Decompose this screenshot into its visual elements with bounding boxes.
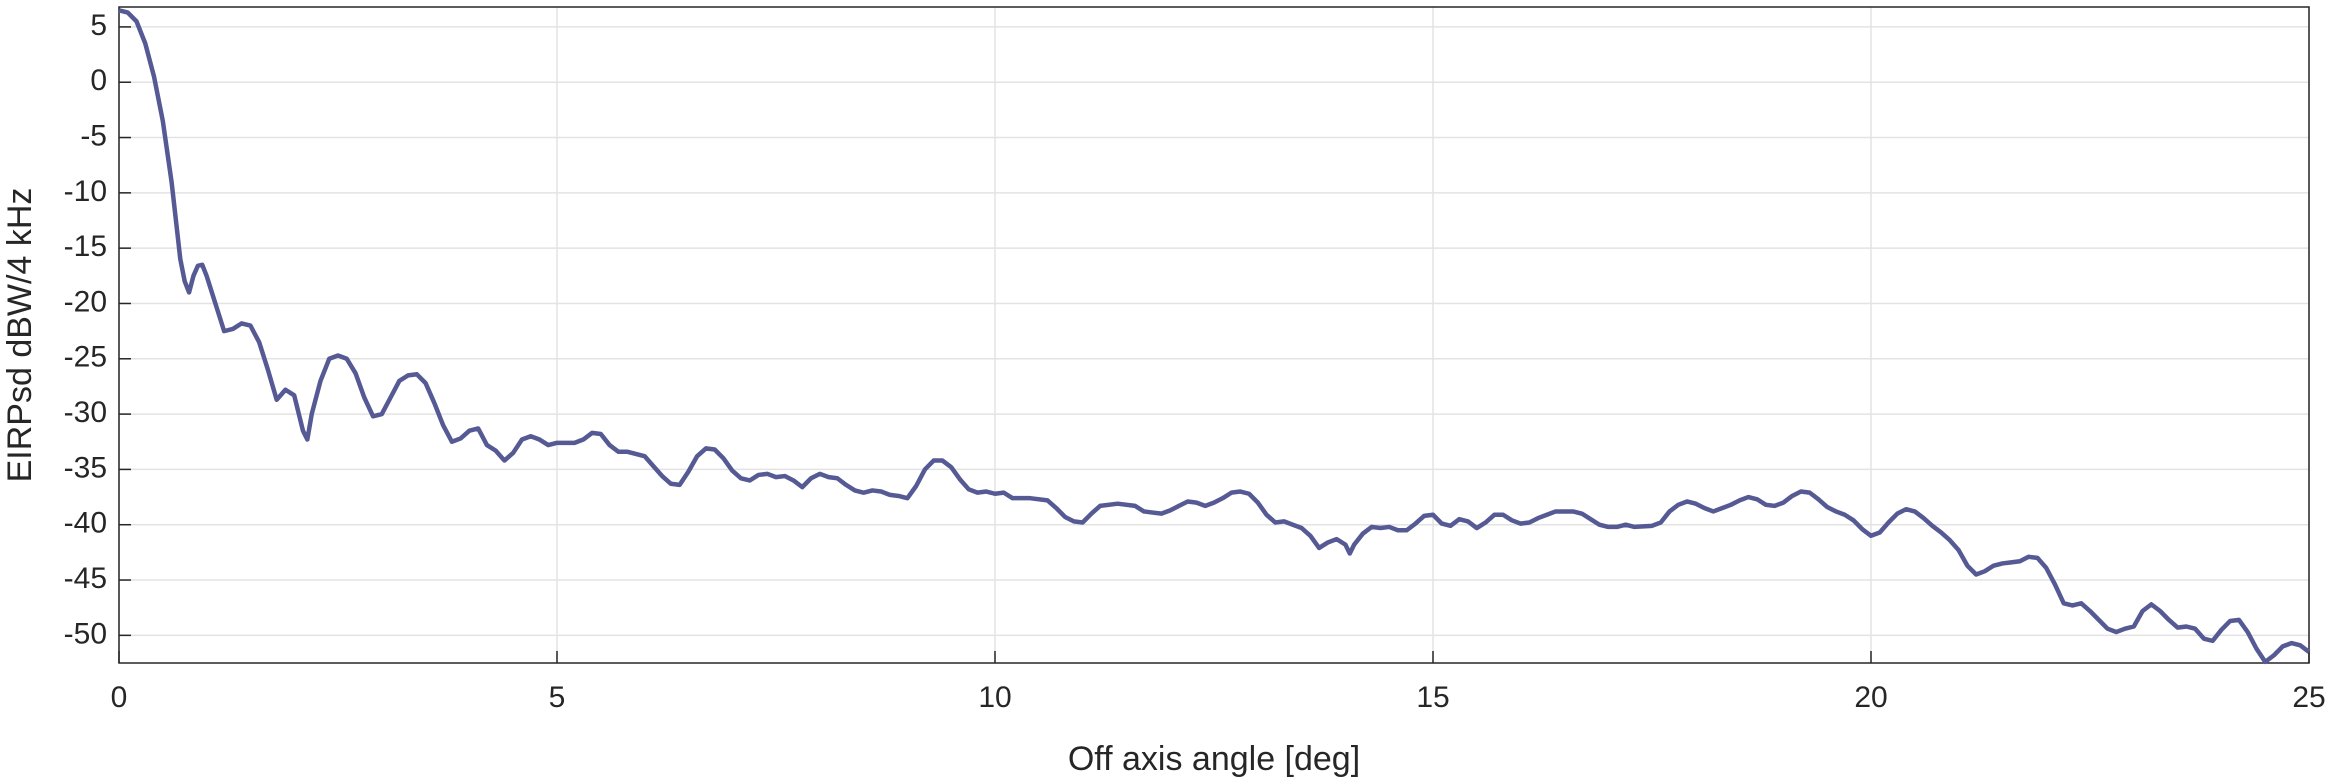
x-tick-label: 20 [1854, 681, 1887, 714]
y-tick-label: 0 [90, 64, 107, 97]
x-tick-label: 10 [978, 681, 1011, 714]
x-tick-label: 25 [2292, 681, 2325, 714]
y-tick-label: -15 [64, 230, 107, 263]
x-tick-label: 15 [1416, 681, 1449, 714]
data-line [118, 8, 2311, 665]
y-tick-label: -45 [64, 562, 107, 595]
y-tick-label: -5 [80, 119, 107, 152]
x-axis-label: Off axis angle [deg] [1068, 740, 1360, 778]
y-tick-label: -30 [64, 396, 107, 429]
y-tick-label: -40 [64, 507, 107, 540]
x-tick-label: 0 [111, 681, 128, 714]
x-tick-label: 5 [549, 681, 566, 714]
y-tick-label: -35 [64, 451, 107, 484]
y-tick-label: 5 [90, 9, 107, 42]
y-tick-label: -10 [64, 175, 107, 208]
y-tick-label: -25 [64, 341, 107, 374]
y-tick-label: -20 [64, 285, 107, 318]
plot-frame [118, 6, 2310, 664]
y-axis-label: EIRPsd dBW/4 kHz [1, 188, 39, 483]
y-tick-label: -50 [64, 617, 107, 650]
